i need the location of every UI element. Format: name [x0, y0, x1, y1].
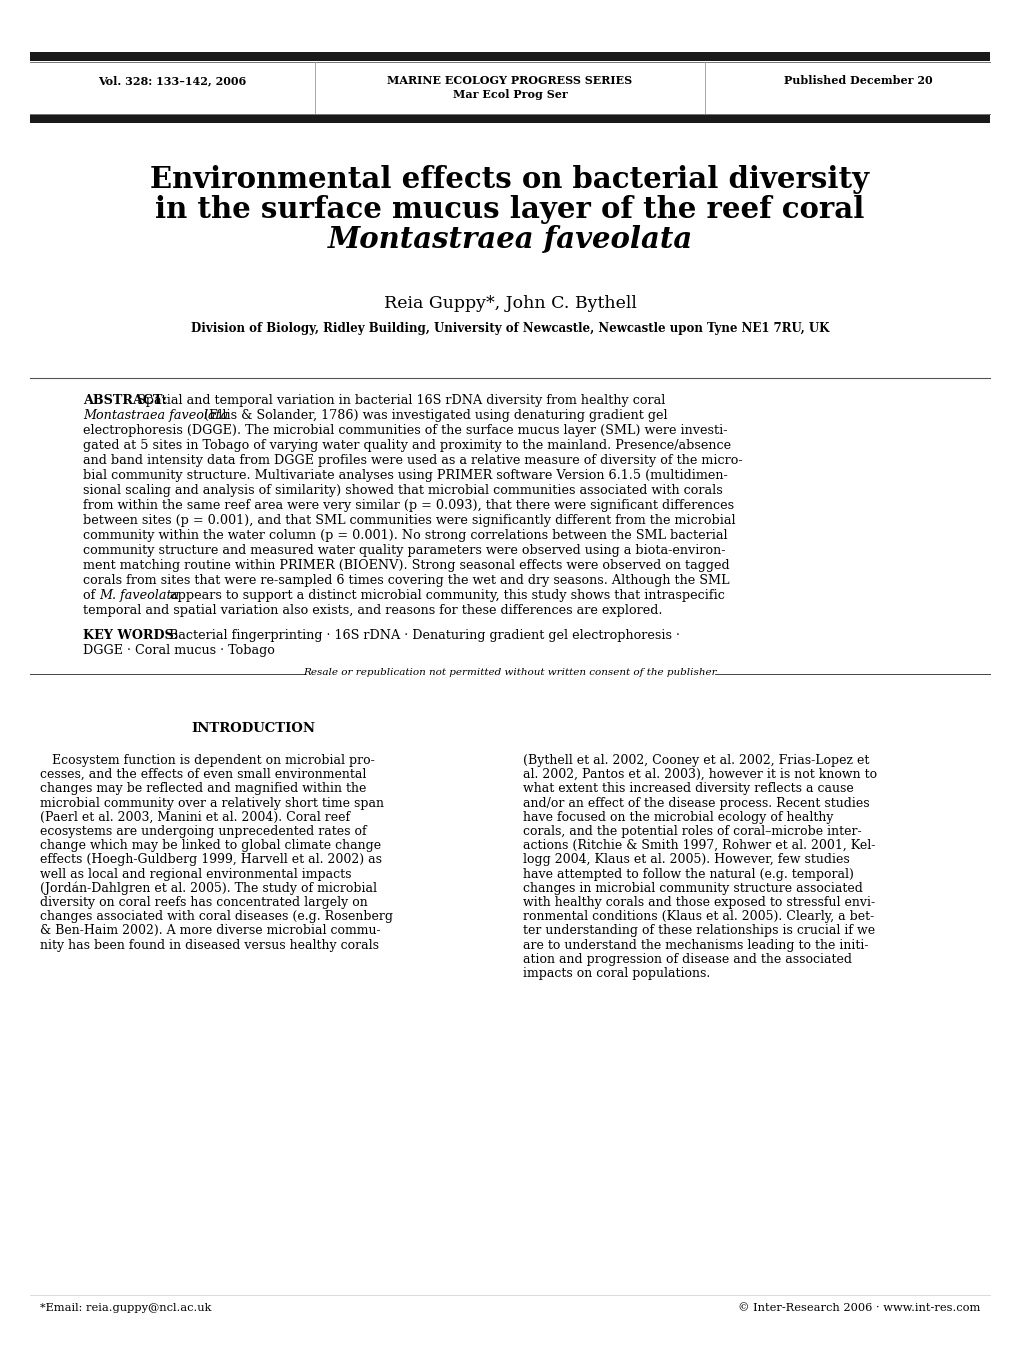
Text: INTRODUCTION: INTRODUCTION	[191, 722, 315, 734]
Text: (Jordán-Dahlgren et al. 2005). The study of microbial: (Jordán-Dahlgren et al. 2005). The study…	[40, 882, 377, 896]
Text: MARINE ECOLOGY PROGRESS SERIES: MARINE ECOLOGY PROGRESS SERIES	[387, 75, 632, 86]
Text: between sites (p = 0.001), and that SML communities were significantly different: between sites (p = 0.001), and that SML …	[83, 514, 735, 527]
Text: in the surface mucus layer of the reef coral: in the surface mucus layer of the reef c…	[155, 195, 864, 225]
Text: & Ben-Haim 2002). A more diverse microbial commu-: & Ben-Haim 2002). A more diverse microbi…	[40, 924, 380, 937]
Text: logg 2004, Klaus et al. 2005). However, few studies: logg 2004, Klaus et al. 2005). However, …	[523, 853, 849, 866]
Text: ecosystems are undergoing unprecedented rates of: ecosystems are undergoing unprecedented …	[40, 824, 366, 838]
Text: Vol. 328: 133–142, 2006: Vol. 328: 133–142, 2006	[98, 75, 246, 86]
Text: DGGE · Coral mucus · Tobago: DGGE · Coral mucus · Tobago	[83, 644, 274, 656]
Text: and/or an effect of the disease process. Recent studies: and/or an effect of the disease process.…	[523, 796, 869, 810]
Text: have attempted to follow the natural (e.g. temporal): have attempted to follow the natural (e.…	[523, 868, 853, 881]
Text: impacts on coral populations.: impacts on coral populations.	[523, 967, 709, 981]
Text: (Bythell et al. 2002, Cooney et al. 2002, Frias-Lopez et: (Bythell et al. 2002, Cooney et al. 2002…	[523, 755, 868, 767]
Text: Bacterial fingerprinting · 16S rDNA · Denaturing gradient gel electrophoresis ·: Bacterial fingerprinting · 16S rDNA · De…	[161, 629, 680, 642]
Text: from within the same reef area were very similar (p = 0.093), that there were si: from within the same reef area were very…	[83, 499, 734, 512]
Text: Spatial and temporal variation in bacterial 16S rDNA diversity from healthy cora: Spatial and temporal variation in bacter…	[132, 394, 664, 408]
Text: (Paerl et al. 2003, Manini et al. 2004). Coral reef: (Paerl et al. 2003, Manini et al. 2004).…	[40, 811, 350, 823]
Text: Reia Guppy*, John C. Bythell: Reia Guppy*, John C. Bythell	[383, 295, 636, 312]
Text: community within the water column (p = 0.001). No strong correlations between th: community within the water column (p = 0…	[83, 529, 727, 542]
Text: of: of	[83, 589, 99, 603]
Text: bial community structure. Multivariate analyses using PRIMER software Version 6.: bial community structure. Multivariate a…	[83, 469, 727, 482]
Text: corals, and the potential roles of coral–microbe inter-: corals, and the potential roles of coral…	[523, 824, 861, 838]
Text: have focused on the microbial ecology of healthy: have focused on the microbial ecology of…	[523, 811, 833, 823]
Text: changes may be reflected and magnified within the: changes may be reflected and magnified w…	[40, 783, 366, 795]
Text: *Email: reia.guppy@ncl.ac.uk: *Email: reia.guppy@ncl.ac.uk	[40, 1303, 211, 1313]
Text: microbial community over a relatively short time span: microbial community over a relatively sh…	[40, 796, 383, 810]
Text: ronmental conditions (Klaus et al. 2005). Clearly, a bet-: ronmental conditions (Klaus et al. 2005)…	[523, 911, 873, 923]
Text: change which may be linked to global climate change: change which may be linked to global cli…	[40, 839, 381, 853]
Text: Montastraea faveolata: Montastraea faveolata	[327, 225, 692, 254]
Text: Mar Ecol Prog Ser: Mar Ecol Prog Ser	[452, 89, 567, 100]
Text: actions (Ritchie & Smith 1997, Rohwer et al. 2001, Kel-: actions (Ritchie & Smith 1997, Rohwer et…	[523, 839, 874, 853]
Text: gated at 5 sites in Tobago of varying water quality and proximity to the mainlan: gated at 5 sites in Tobago of varying wa…	[83, 438, 731, 452]
Text: al. 2002, Pantos et al. 2003), however it is not known to: al. 2002, Pantos et al. 2003), however i…	[523, 768, 876, 781]
Text: changes in microbial community structure associated: changes in microbial community structure…	[523, 882, 862, 894]
Text: ter understanding of these relationships is crucial if we: ter understanding of these relationships…	[523, 924, 874, 937]
Text: changes associated with coral diseases (e.g. Rosenberg: changes associated with coral diseases (…	[40, 911, 392, 923]
Text: Environmental effects on bacterial diversity: Environmental effects on bacterial diver…	[150, 165, 869, 194]
Text: with healthy corals and those exposed to stressful envi-: with healthy corals and those exposed to…	[523, 896, 874, 909]
Text: effects (Hoegh-Guldberg 1999, Harvell et al. 2002) as: effects (Hoegh-Guldberg 1999, Harvell et…	[40, 853, 382, 866]
Text: electrophoresis (DGGE). The microbial communities of the surface mucus layer (SM: electrophoresis (DGGE). The microbial co…	[83, 424, 727, 437]
Text: well as local and regional environmental impacts: well as local and regional environmental…	[40, 868, 352, 881]
Bar	[30, 52, 989, 61]
Text: ment matching routine within PRIMER (BIOENV). Strong seasonal effects were obser: ment matching routine within PRIMER (BIO…	[83, 560, 729, 572]
Text: what extent this increased diversity reflects a cause: what extent this increased diversity ref…	[523, 783, 853, 795]
Text: ABSTRACT:: ABSTRACT:	[83, 394, 166, 408]
Text: temporal and spatial variation also exists, and reasons for these differences ar: temporal and spatial variation also exis…	[83, 604, 662, 617]
Text: © Inter-Research 2006 · www.int-res.com: © Inter-Research 2006 · www.int-res.com	[737, 1303, 979, 1313]
Text: nity has been found in diseased versus healthy corals: nity has been found in diseased versus h…	[40, 939, 379, 952]
Text: Division of Biology, Ridley Building, University of Newcastle, Newcastle upon Ty: Division of Biology, Ridley Building, Un…	[191, 321, 828, 335]
Text: ation and progression of disease and the associated: ation and progression of disease and the…	[523, 952, 851, 966]
Text: (Ellis & Solander, 1786) was investigated using denaturing gradient gel: (Ellis & Solander, 1786) was investigate…	[200, 409, 666, 422]
Text: corals from sites that were re-sampled 6 times covering the wet and dry seasons.: corals from sites that were re-sampled 6…	[83, 574, 729, 586]
Text: are to understand the mechanisms leading to the initi-: are to understand the mechanisms leading…	[523, 939, 867, 952]
Text: and band intensity data from DGGE profiles were used as a relative measure of di: and band intensity data from DGGE profil…	[83, 455, 742, 467]
Text: cesses, and the effects of even small environmental: cesses, and the effects of even small en…	[40, 768, 366, 781]
Text: Montastraea faveolata: Montastraea faveolata	[83, 409, 228, 422]
Text: KEY WORDS:: KEY WORDS:	[83, 629, 178, 642]
Text: Resale or republication not permitted without written consent of the publisher: Resale or republication not permitted wi…	[303, 668, 716, 677]
Text: Published December 20: Published December 20	[783, 75, 931, 86]
Text: sional scaling and analysis of similarity) showed that microbial communities ass: sional scaling and analysis of similarit…	[83, 484, 722, 498]
Text: M. faveolata: M. faveolata	[100, 589, 179, 603]
Text: diversity on coral reefs has concentrated largely on: diversity on coral reefs has concentrate…	[40, 896, 368, 909]
Bar	[30, 114, 989, 122]
Text: appears to support a distinct microbial community, this study shows that intrasp: appears to support a distinct microbial …	[166, 589, 725, 603]
Text: Ecosystem function is dependent on microbial pro-: Ecosystem function is dependent on micro…	[40, 755, 374, 767]
Text: community structure and measured water quality parameters were observed using a : community structure and measured water q…	[83, 543, 725, 557]
